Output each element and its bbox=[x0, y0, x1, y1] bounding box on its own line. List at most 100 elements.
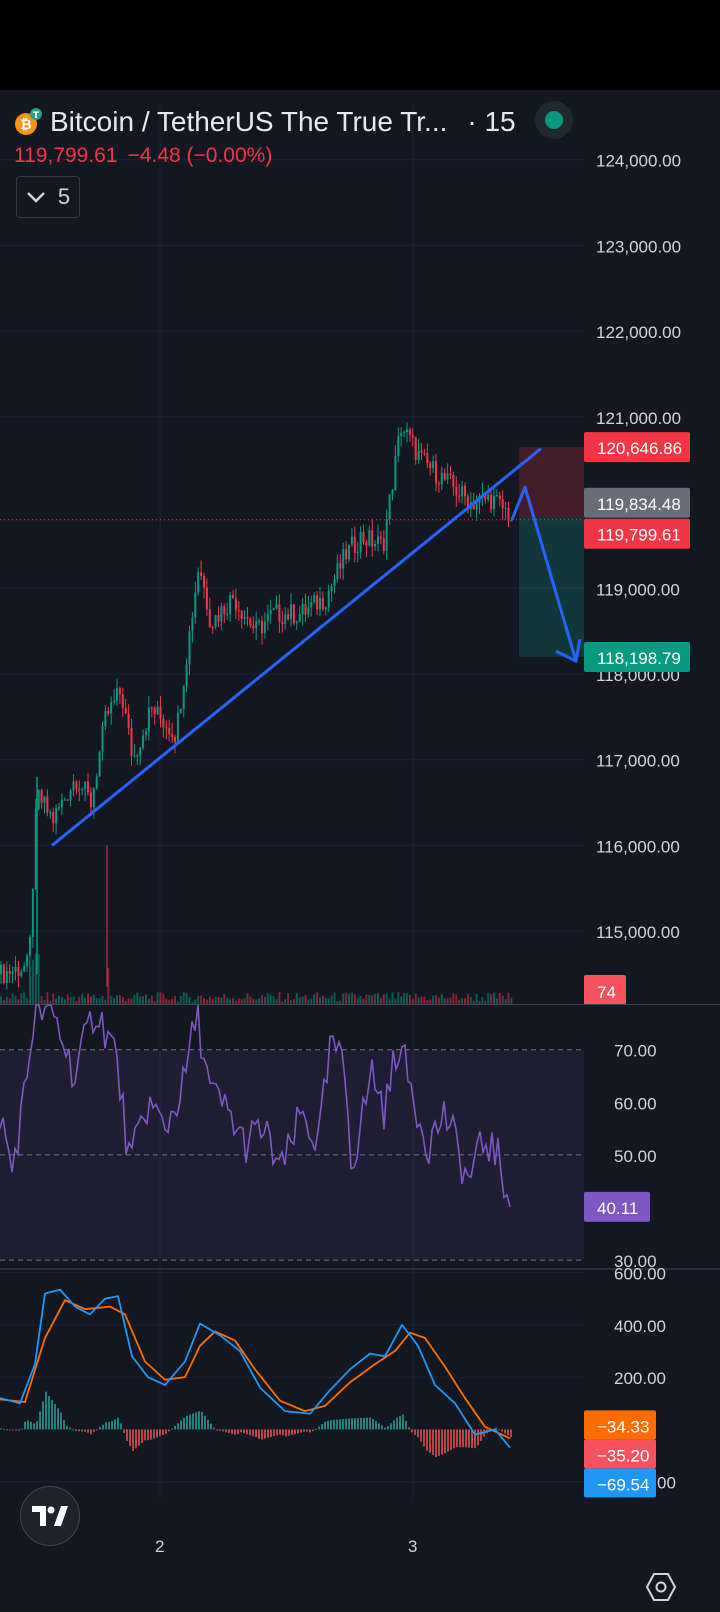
candle bbox=[153, 707, 156, 715]
volume-bar bbox=[17, 999, 20, 1004]
candle bbox=[118, 688, 121, 695]
candle bbox=[284, 614, 287, 624]
volume-bar bbox=[495, 998, 498, 1004]
volume-bar bbox=[440, 994, 443, 1004]
projection-arrow[interactable] bbox=[510, 485, 578, 662]
candle bbox=[72, 781, 75, 791]
candle bbox=[14, 966, 17, 972]
macd-histogram-bar bbox=[243, 1429, 245, 1434]
macd-histogram-bar bbox=[105, 1422, 107, 1430]
candle bbox=[319, 597, 321, 610]
candle bbox=[107, 710, 110, 714]
candle bbox=[290, 604, 292, 620]
tradingview-logo-button[interactable] bbox=[20, 1486, 80, 1546]
macd-histogram-bar bbox=[270, 1429, 272, 1437]
macd-line bbox=[0, 1288, 511, 1449]
macd-histogram-bar bbox=[309, 1429, 311, 1433]
macd-histogram-bar bbox=[321, 1424, 323, 1430]
volume-bar bbox=[507, 992, 510, 1004]
candle bbox=[205, 587, 208, 610]
volume-bar bbox=[165, 998, 168, 1004]
candle bbox=[490, 495, 493, 510]
volume-bar bbox=[8, 998, 11, 1004]
candle bbox=[333, 579, 336, 586]
macd-histogram-bar bbox=[342, 1419, 344, 1430]
candle bbox=[89, 792, 92, 808]
macd-histogram-bar bbox=[426, 1429, 428, 1451]
settings-icon[interactable] bbox=[645, 1572, 677, 1602]
status-bar bbox=[0, 0, 720, 90]
macd-histogram-bar bbox=[231, 1429, 233, 1434]
volume-bar bbox=[339, 1000, 342, 1004]
volume-bar bbox=[243, 998, 246, 1004]
macd-histogram-bar bbox=[108, 1422, 110, 1430]
candle bbox=[379, 536, 382, 539]
price-label-box bbox=[584, 432, 690, 463]
macd-histogram-bar bbox=[51, 1399, 53, 1430]
candle bbox=[234, 598, 237, 611]
volume-bar bbox=[403, 993, 406, 1004]
interval-label[interactable]: · 15 bbox=[467, 106, 516, 137]
macd-histogram-bar bbox=[390, 1423, 392, 1430]
candle bbox=[147, 707, 150, 732]
macd-histogram-bar bbox=[393, 1420, 395, 1430]
candle bbox=[452, 474, 455, 487]
macd-histogram-bar bbox=[42, 1401, 44, 1430]
macd-histogram-bar bbox=[114, 1419, 116, 1430]
candle bbox=[26, 955, 29, 967]
macd-histogram-bar bbox=[0, 1428, 2, 1430]
macd-histogram-bar bbox=[30, 1421, 32, 1430]
volume-bar bbox=[432, 995, 435, 1004]
candle bbox=[49, 812, 52, 814]
candle bbox=[246, 616, 249, 619]
macd-histogram-bar bbox=[72, 1429, 74, 1431]
macd-histogram-bar bbox=[135, 1429, 137, 1449]
price-label: 120,646.86 bbox=[597, 439, 682, 458]
candle bbox=[249, 618, 252, 626]
macd-histogram-bar bbox=[240, 1429, 242, 1433]
volume-bar bbox=[423, 996, 426, 1004]
macd-histogram-bar bbox=[69, 1427, 71, 1430]
macd-axis-tick: 600.00 bbox=[614, 1265, 666, 1284]
macd-histogram-bar bbox=[117, 1417, 119, 1430]
candle bbox=[188, 631, 191, 665]
macd-histogram-bar bbox=[318, 1426, 320, 1430]
volume-bar bbox=[31, 959, 34, 1004]
macd-histogram-bar bbox=[228, 1429, 230, 1434]
volume-bar bbox=[269, 994, 272, 1004]
macd-histogram-bar bbox=[360, 1417, 362, 1430]
candle bbox=[261, 620, 263, 634]
symbol-header[interactable]: ₿ T Bitcoin / TetherUS The True Tr... · … bbox=[14, 100, 516, 144]
macd-histogram-bar bbox=[510, 1429, 512, 1438]
macd-histogram-bar bbox=[168, 1429, 170, 1432]
volume-bar bbox=[342, 993, 345, 1004]
market-status-icon[interactable] bbox=[535, 101, 573, 139]
volume-label: 74 bbox=[597, 983, 616, 1002]
candle bbox=[52, 812, 55, 824]
indicators-collapse-button[interactable]: 5 bbox=[16, 176, 80, 218]
macd-histogram-bar bbox=[507, 1429, 509, 1436]
volume-bar bbox=[107, 967, 110, 1004]
macd-histogram-bar bbox=[423, 1429, 425, 1447]
volume-bar bbox=[72, 997, 75, 1004]
macd-histogram-bar bbox=[21, 1428, 23, 1430]
macd-histogram-bar bbox=[87, 1429, 89, 1433]
trendline[interactable] bbox=[51, 447, 542, 847]
macd-histogram-bar bbox=[276, 1429, 278, 1436]
volume-bar bbox=[5, 996, 8, 1004]
candle bbox=[159, 706, 162, 719]
macd-histogram-bar bbox=[177, 1423, 179, 1430]
candle bbox=[220, 606, 223, 622]
volume-bar bbox=[461, 998, 464, 1004]
chart-area[interactable] bbox=[0, 90, 720, 1612]
volume-bar bbox=[394, 998, 397, 1004]
macd-histogram-bar bbox=[27, 1420, 29, 1430]
macd-histogram-bar bbox=[39, 1411, 41, 1430]
macd-histogram-bar bbox=[24, 1421, 26, 1430]
macd-histogram-bar bbox=[480, 1429, 482, 1442]
volume-bar bbox=[455, 994, 458, 1004]
symbol-title[interactable]: Bitcoin / TetherUS The True Tr... bbox=[50, 106, 448, 137]
macd-histogram-bar bbox=[441, 1429, 443, 1455]
price-label: 119,799.61 bbox=[597, 526, 681, 545]
